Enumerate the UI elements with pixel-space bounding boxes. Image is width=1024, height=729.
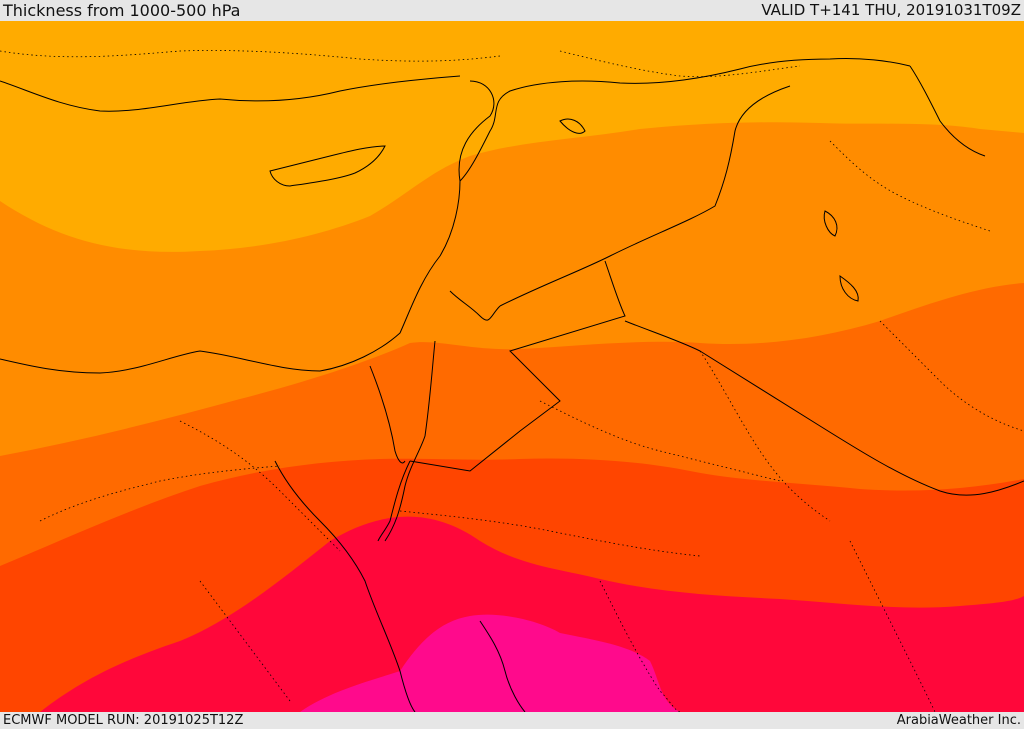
model-run-label: ECMWF MODEL RUN: 20191025T12Z [3,713,244,728]
admin-boundaries [0,50,1024,712]
valid-time-label: VALID T+141 THU, 20191031T09Z [761,1,1021,19]
thickness-map[interactable] [0,21,1024,712]
band-5-region [40,516,1024,712]
footer-bar: ECMWF MODEL RUN: 20191025T12Z ArabiaWeat… [0,712,1024,729]
coastlines [0,75,859,712]
country-borders [369,58,1024,542]
map-title: Thickness from 1000-500 hPa [3,1,241,20]
credit-label: ArabiaWeather Inc. [896,713,1021,728]
map-canvas [0,21,1024,712]
header-bar: Thickness from 1000-500 hPa VALID T+141 … [0,0,1024,21]
band-6-region [300,614,680,712]
